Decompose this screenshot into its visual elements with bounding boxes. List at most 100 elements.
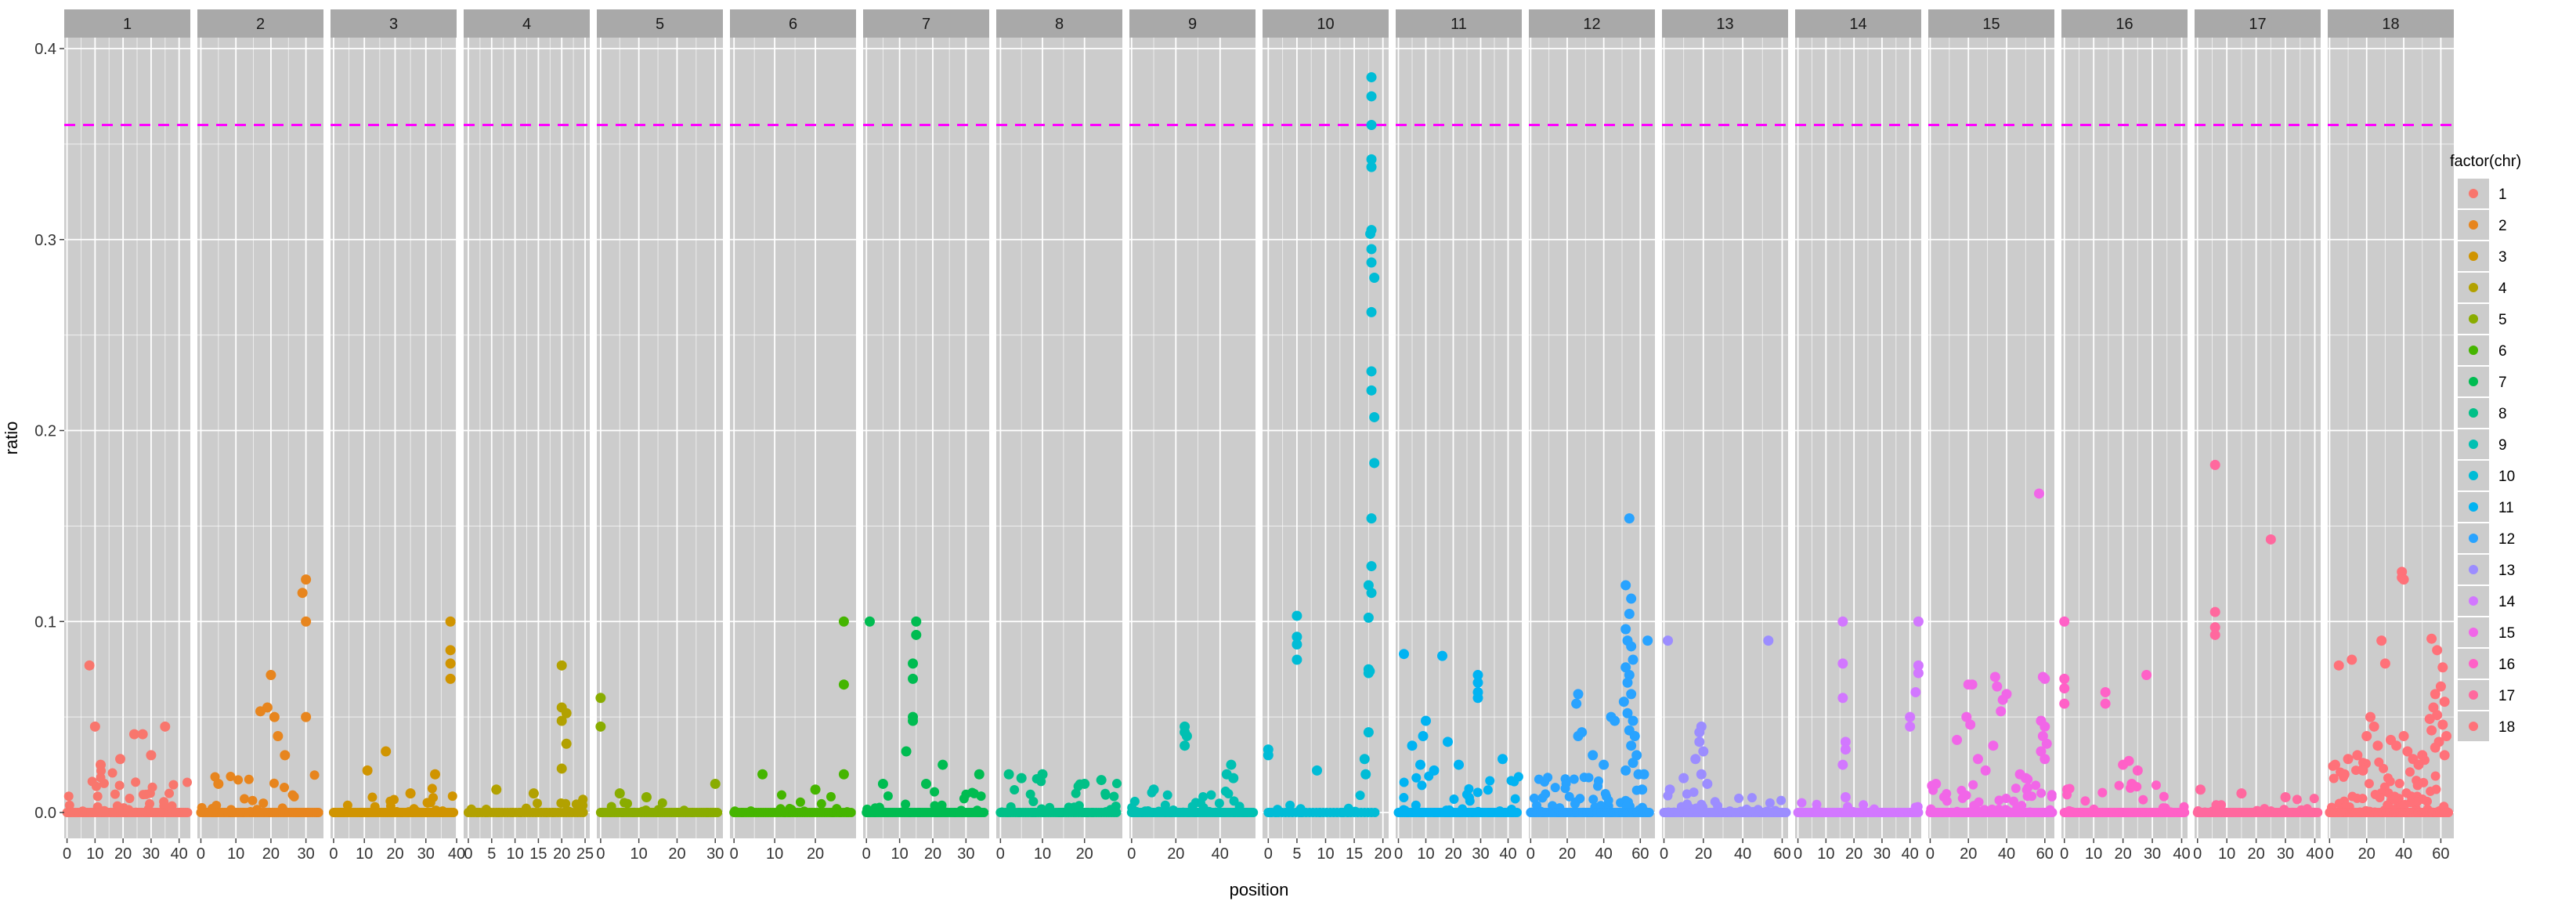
- data-point: [342, 800, 352, 810]
- x-tick-label: 40: [2306, 845, 2323, 863]
- x-tick-label: 25: [576, 845, 594, 863]
- data-point: [2426, 725, 2437, 736]
- facet-panel-5: 5 0 10 20 30: [595, 9, 724, 863]
- data-point: [1696, 769, 1707, 780]
- x-tick-label: 0: [197, 845, 205, 863]
- legend-swatch: [2469, 220, 2478, 230]
- facet-strip: [1795, 9, 1921, 38]
- facet-points: [2059, 616, 2190, 817]
- data-point: [1370, 808, 1380, 817]
- data-point: [2430, 771, 2441, 781]
- data-point: [1622, 677, 1633, 688]
- data-point: [1096, 775, 1107, 786]
- data-point: [1366, 91, 1377, 102]
- data-point: [1363, 580, 1374, 591]
- legend-label: 8: [2498, 406, 2507, 422]
- facet-points: [196, 574, 323, 817]
- data-point: [309, 770, 320, 780]
- data-point: [1624, 513, 1635, 524]
- data-point: [1626, 689, 1637, 700]
- facet-strip: [597, 9, 723, 38]
- facet-strip-label: 7: [922, 16, 930, 33]
- facet-strip-label: 18: [2382, 16, 2399, 33]
- facet-background: [730, 38, 856, 838]
- data-point: [1560, 784, 1570, 794]
- data-point: [2441, 731, 2452, 741]
- data-point: [89, 721, 100, 732]
- data-point: [1498, 754, 1508, 765]
- facet-panel-2: 20 10 20 30: [196, 9, 323, 863]
- data-point: [2376, 635, 2387, 646]
- data-point: [1628, 654, 1638, 665]
- facet-points: [2192, 459, 2323, 817]
- data-point: [877, 778, 888, 789]
- legend-label: 1: [2498, 186, 2507, 203]
- data-point: [2398, 731, 2409, 741]
- data-point: [937, 800, 947, 810]
- data-point: [614, 788, 625, 799]
- data-point: [367, 792, 378, 802]
- legend-label: 11: [2498, 500, 2514, 516]
- x-tick-label: 20: [1845, 845, 1862, 863]
- data-point: [2236, 788, 2247, 799]
- data-point: [110, 789, 120, 799]
- data-point: [1992, 681, 2003, 692]
- data-point: [1366, 161, 1377, 172]
- data-point: [930, 787, 940, 797]
- x-tick-label: 10: [630, 845, 648, 863]
- facet-panel-18: 18 0 20 40 60: [2325, 9, 2454, 863]
- data-point: [233, 775, 244, 785]
- x-tick-label: 0: [1926, 845, 1935, 863]
- data-point: [1529, 793, 1539, 803]
- data-point: [2209, 629, 2220, 640]
- x-tick-label: 5: [487, 845, 496, 863]
- facet-strip-label: 10: [1317, 16, 1334, 33]
- x-tick-label: 10: [2085, 845, 2102, 863]
- data-point: [2402, 746, 2413, 757]
- data-point: [595, 693, 606, 704]
- x-tick-label: 20: [386, 845, 403, 863]
- facet-background: [331, 38, 457, 838]
- data-point: [2430, 742, 2441, 753]
- data-point: [2357, 765, 2368, 776]
- data-point: [846, 808, 856, 817]
- data-point: [147, 782, 157, 792]
- legend-item-8: 8: [2458, 398, 2507, 428]
- data-point: [1564, 791, 1574, 802]
- legend-item-3: 3: [2458, 241, 2507, 271]
- x-tick-label: 10: [227, 845, 244, 863]
- x-tick-label: 20: [1444, 845, 1461, 863]
- data-point: [1162, 790, 1172, 800]
- data-point: [1965, 719, 1976, 730]
- data-point: [623, 798, 633, 809]
- data-point: [1763, 635, 1774, 646]
- data-point: [2020, 773, 2031, 784]
- legend-item-11: 11: [2458, 492, 2514, 522]
- data-point: [1363, 727, 1374, 738]
- data-point: [1206, 790, 1216, 800]
- data-point: [1363, 612, 1374, 623]
- data-point: [2372, 740, 2383, 751]
- data-point: [280, 782, 290, 792]
- data-point: [2374, 757, 2384, 767]
- data-point: [561, 708, 572, 718]
- legend-swatch: [2469, 596, 2478, 606]
- data-point: [1366, 154, 1377, 165]
- legend-swatch: [2469, 722, 2478, 731]
- data-point: [1509, 776, 1519, 787]
- x-tick-label: 0: [596, 845, 605, 863]
- facet-points: [1659, 635, 1791, 817]
- data-point: [2039, 721, 2050, 732]
- legend-item-10: 10: [2458, 461, 2515, 490]
- data-point: [528, 788, 539, 799]
- data-point: [2080, 796, 2090, 806]
- facet-strip-label: 17: [2249, 16, 2266, 33]
- data-point: [1840, 736, 1851, 747]
- data-point: [128, 729, 139, 740]
- legend-item-16: 16: [2458, 649, 2515, 679]
- legend-label: 13: [2498, 563, 2515, 579]
- data-point: [1942, 788, 1952, 798]
- data-point: [595, 721, 606, 732]
- x-tick-label: 20: [924, 845, 941, 863]
- x-tick-label: 60: [1773, 845, 1790, 863]
